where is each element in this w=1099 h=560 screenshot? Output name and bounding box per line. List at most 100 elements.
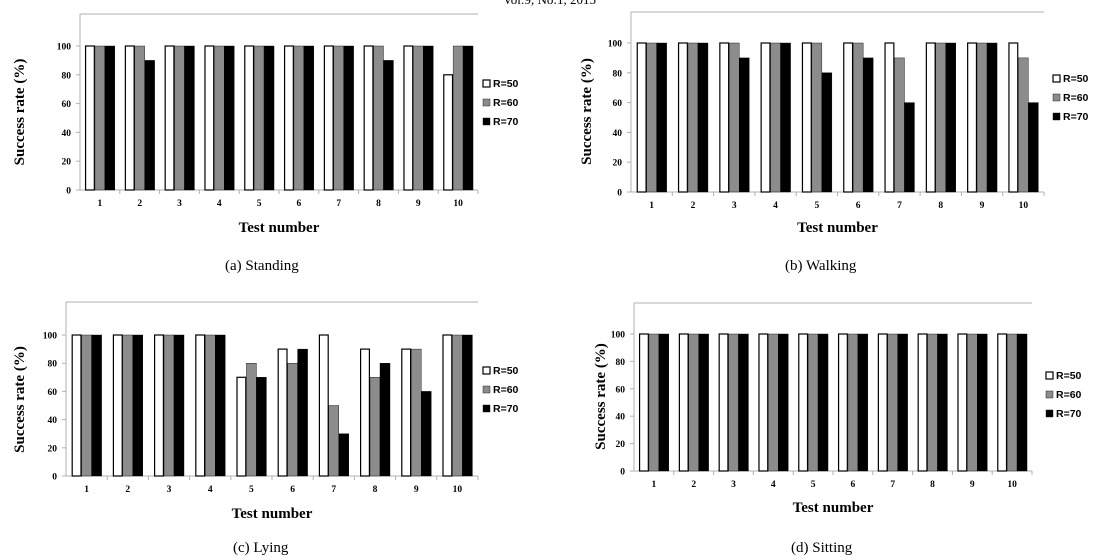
sitting-xtick-label: 4 xyxy=(771,480,776,490)
lying-ytick-label: 60 xyxy=(48,388,58,398)
walking-bar xyxy=(687,42,699,193)
lying-bar xyxy=(214,334,226,477)
lying-bar xyxy=(411,348,422,477)
sitting-bar xyxy=(738,333,749,472)
walking-bar xyxy=(697,42,709,193)
walking-xtick-label: 10 xyxy=(1019,201,1029,211)
standing-bar xyxy=(94,45,106,191)
standing-xtick-label: 6 xyxy=(297,199,302,209)
standing-bar xyxy=(293,45,305,191)
walking-bar xyxy=(719,42,730,193)
lying-bar xyxy=(71,334,82,477)
lying-bar xyxy=(401,348,412,477)
lying-bar xyxy=(154,334,165,477)
sitting-bar xyxy=(728,333,739,472)
standing-bar xyxy=(134,45,145,191)
walking-bar xyxy=(636,42,647,193)
standing-xtick-label: 3 xyxy=(177,199,182,209)
sitting-ytick-label: 80 xyxy=(616,358,626,368)
standing-xtick-label: 10 xyxy=(453,199,463,209)
sitting-bar xyxy=(638,333,649,472)
lying-bar xyxy=(328,405,339,477)
caption-walking: (b) Walking xyxy=(785,258,857,274)
lying-bar xyxy=(318,334,329,477)
lying-ytick-label: 80 xyxy=(48,360,58,370)
standing-xtick-label: 1 xyxy=(98,199,103,209)
standing-bar xyxy=(174,45,185,191)
sitting-y-title: Success rate (%) xyxy=(593,343,609,450)
sitting-bar xyxy=(648,333,660,472)
walking-legend-label: R=50 xyxy=(1063,73,1089,85)
sitting-bar xyxy=(997,333,1008,472)
walking-bar xyxy=(1008,42,1019,193)
sitting-bar xyxy=(798,333,809,472)
sitting-legend-label: R=70 xyxy=(1056,408,1082,420)
standing-bar xyxy=(224,45,235,191)
standing-xtick-label: 7 xyxy=(336,199,341,209)
walking-bar xyxy=(646,42,657,193)
chart-standing-svg: 0 20 40 60 80 100 1 2 3 4 5 6 7 8 9 10 Test number Succes… xyxy=(12,13,519,236)
lying-bar xyxy=(287,362,298,477)
lying-xtick-label: 1 xyxy=(84,485,89,495)
chart-standing: 0 20 40 60 80 100 1 2 3 4 5 6 7 8 9 10 Test number Succes… xyxy=(0,0,549,290)
walking-xtick-label: 9 xyxy=(980,201,985,211)
lying-xtick-label: 8 xyxy=(373,485,378,495)
standing-bar xyxy=(343,45,354,191)
chart-walking: 0 20 40 60 80 100 1 2 3 4 5 6 7 8 9 10 Test number Succes… xyxy=(549,0,1099,290)
standing-ytick-label: 0 xyxy=(66,187,71,197)
sitting-bar xyxy=(937,333,948,472)
lying-legend-swatch xyxy=(482,404,491,413)
lying-bar xyxy=(369,377,381,477)
standing-xtick-label: 5 xyxy=(257,199,262,209)
standing-bar xyxy=(124,45,135,191)
standing-bar xyxy=(462,45,474,191)
lying-bar xyxy=(91,334,102,477)
lying-bar xyxy=(122,334,134,477)
sitting-xtick-label: 6 xyxy=(851,480,856,490)
lying-xtick-label: 5 xyxy=(249,485,254,495)
lying-legend-label: R=70 xyxy=(493,403,519,415)
sitting-ytick-label: 60 xyxy=(616,385,626,395)
walking-ytick-label: 40 xyxy=(613,129,623,139)
standing-ytick-label: 80 xyxy=(62,71,72,81)
lying-legend-label: R=50 xyxy=(493,365,519,377)
walking-bar xyxy=(821,72,833,193)
standing-bar xyxy=(323,45,334,191)
standing-bar xyxy=(244,45,255,191)
standing-bar xyxy=(443,74,454,191)
standing-x-title: Test number xyxy=(239,220,320,236)
sitting-bar xyxy=(877,333,888,472)
standing-legend-swatch xyxy=(482,79,491,88)
standing-xtick-label: 4 xyxy=(217,199,222,209)
sitting-bar xyxy=(678,333,689,472)
sitting-bar xyxy=(807,333,819,472)
walking-bar xyxy=(1018,57,1029,193)
lying-bar xyxy=(81,334,92,477)
standing-bar xyxy=(283,45,294,191)
standing-ytick-label: 40 xyxy=(62,129,72,139)
standing-ytick-label: 60 xyxy=(62,100,72,110)
standing-bar xyxy=(263,45,275,191)
walking-x-title: Test number xyxy=(797,220,878,236)
page-header: Vol:9, No:1, 2015 xyxy=(0,0,1099,8)
sitting-xtick-label: 10 xyxy=(1007,480,1017,490)
walking-xtick-label: 4 xyxy=(773,201,778,211)
sitting-legend-label: R=50 xyxy=(1056,370,1082,382)
chart-lying: 0 20 40 60 80 100 1 2 3 4 5 6 7 8 9 10 Test number Succes… xyxy=(0,290,549,560)
walking-bar xyxy=(1028,102,1039,193)
standing-ytick-label: 100 xyxy=(57,43,72,53)
lying-bar xyxy=(297,348,308,477)
standing-bar xyxy=(104,45,116,191)
standing-bar xyxy=(373,45,384,191)
walking-legend-swatch xyxy=(1052,93,1061,102)
lying-ytick-label: 100 xyxy=(43,332,58,342)
walking-legend-swatch xyxy=(1052,112,1061,121)
lying-bar xyxy=(421,391,432,477)
walking-legend-swatch xyxy=(1052,74,1061,83)
sitting-bar xyxy=(1016,333,1028,472)
walking-bar xyxy=(729,42,740,193)
lying-bar xyxy=(256,377,267,477)
lying-bar xyxy=(163,334,175,477)
walking-bar xyxy=(935,42,946,193)
lying-bar xyxy=(173,334,185,477)
